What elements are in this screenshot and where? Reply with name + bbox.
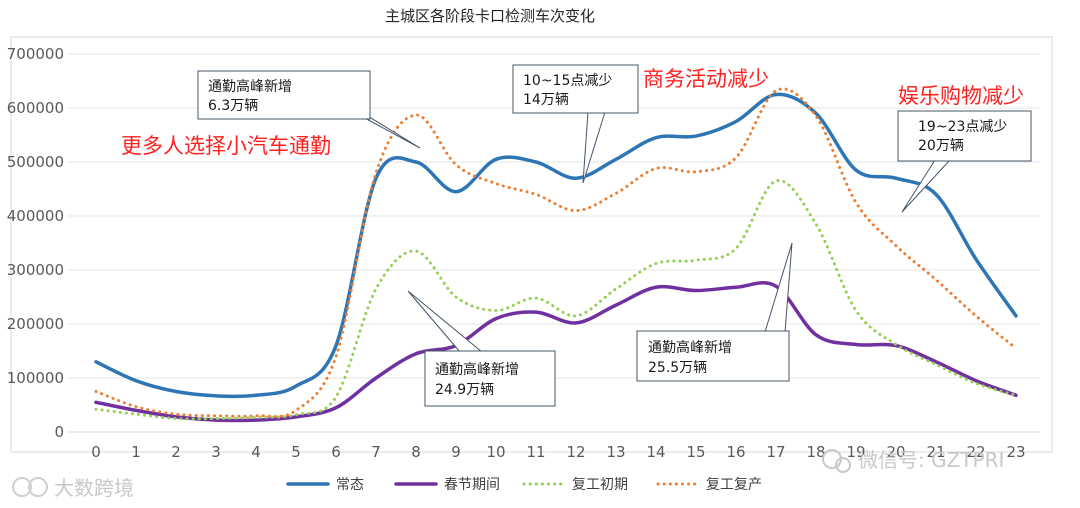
callout-line-1: 通勤高峰新增 — [648, 339, 732, 356]
series-line-1 — [94, 281, 1018, 423]
callout-box — [636, 330, 790, 382]
callout-pointer — [764, 242, 793, 333]
x-tick-label: 10 — [486, 443, 505, 461]
watermark-logo-icon — [28, 477, 48, 497]
callout-line-2: 6.3万辆 — [208, 98, 258, 114]
grid-layer — [68, 53, 1040, 433]
x-tick-label: 21 — [926, 443, 945, 461]
y-tick-label: 200000 — [7, 315, 64, 333]
legend-label: 春节期间 — [444, 477, 500, 493]
x-tick-label: 19 — [846, 443, 865, 461]
annotation-business-decrease: 商务活动减少 — [643, 67, 769, 91]
x-tick-label: 9 — [451, 443, 461, 461]
x-tick-label: 5 — [291, 443, 301, 461]
annotation-commute-by-car: 更多人选择小汽车通勤 — [121, 134, 331, 158]
callout-line-2: 24.9万辆 — [435, 382, 494, 398]
x-tick-label: 16 — [726, 443, 745, 461]
y-tick-label: 400000 — [7, 207, 64, 225]
callout-box — [512, 64, 639, 114]
callout-line-1: 19~23点减少 — [918, 119, 1007, 135]
series-line-3 — [94, 87, 1018, 418]
legend-label: 复工复产 — [706, 476, 762, 493]
x-tick-label: 14 — [646, 443, 665, 461]
watermark-left-text: 大数跨境 — [54, 476, 134, 500]
x-tick-label: 23 — [1006, 443, 1025, 461]
callout-line-2: 20万辆 — [918, 138, 964, 154]
callout-layer: 通勤高峰新增 6.3万辆 10~15点减少 14万辆 19~23点减少 20万辆… — [197, 64, 1032, 407]
chart-title: 主城区各阶段卡口检测车次变化 — [385, 7, 595, 25]
watermark-left: 大数跨境 — [12, 476, 134, 500]
y-tick-label: 0 — [54, 423, 64, 441]
callout-commute-24-9: 通勤高峰新增 24.9万辆 — [407, 290, 556, 407]
callout-evening-20: 19~23点减少 20万辆 — [897, 110, 1032, 213]
y-tick-layer: 0 100000 200000 300000 400000 500000 600000 700… — [7, 45, 64, 441]
callout-pointer — [407, 290, 484, 353]
callout-line-1: 10~15点减少 — [523, 73, 612, 89]
x-tick-label: 7 — [371, 443, 381, 461]
series-layer — [94, 87, 1018, 423]
x-tick-label: 22 — [966, 443, 985, 461]
callout-commute-6-3: 通勤高峰新增 6.3万辆 — [197, 70, 421, 149]
legend-label: 复工初期 — [572, 476, 628, 493]
callout-line-1: 通勤高峰新增 — [208, 78, 292, 95]
callout-line-1: 通勤高峰新增 — [435, 361, 519, 378]
legend: 常态 春节期间 复工初期 复工复产 — [286, 476, 762, 493]
watermark-right: 微信号: GZTPRI — [822, 448, 1004, 473]
x-tick-label: 13 — [606, 443, 625, 461]
x-tick-label: 1 — [131, 443, 141, 461]
y-tick-label: 600000 — [7, 99, 64, 117]
y-tick-label: 100000 — [7, 369, 64, 387]
plot-frame — [10, 36, 1053, 453]
x-tick-label: 8 — [411, 443, 421, 461]
x-tick-layer: 0 1 2 3 4 5 6 7 8 9 10 11 12 13 14 15 16 17 18 19 20 21 22 23 — [91, 443, 1025, 461]
legend-label: 常态 — [336, 477, 364, 493]
y-tick-label: 300000 — [7, 261, 64, 279]
callout-box — [424, 350, 556, 407]
x-tick-label: 6 — [331, 443, 341, 461]
annotation-shopping-decrease: 娱乐购物减少 — [898, 84, 1024, 108]
watermark-right-text: 微信号: GZTPRI — [858, 448, 1004, 472]
series-line-2 — [94, 179, 1018, 421]
callout-line-2: 25.5万辆 — [648, 360, 707, 376]
callout-box — [197, 70, 371, 120]
x-tick-label: 18 — [806, 443, 825, 461]
x-tick-label: 12 — [566, 443, 585, 461]
callout-line-2: 14万辆 — [523, 92, 569, 108]
callout-midday-14: 10~15点减少 14万辆 — [512, 64, 639, 184]
x-tick-label: 15 — [686, 443, 705, 461]
x-tick-label: 11 — [526, 443, 545, 461]
y-tick-label: 500000 — [7, 153, 64, 171]
x-tick-label: 17 — [766, 443, 785, 461]
x-tick-label: 3 — [211, 443, 221, 461]
watermark-logo-icon — [12, 477, 32, 497]
callout-box — [897, 110, 1032, 162]
x-tick-label: 0 — [91, 443, 101, 461]
callout-commute-25-5: 通勤高峰新增 25.5万辆 — [636, 242, 793, 382]
x-tick-label: 20 — [886, 443, 905, 461]
wechat-icon — [835, 457, 851, 473]
x-tick-label: 2 — [171, 443, 181, 461]
y-tick-label: 700000 — [7, 45, 64, 63]
x-tick-label: 4 — [251, 443, 261, 461]
